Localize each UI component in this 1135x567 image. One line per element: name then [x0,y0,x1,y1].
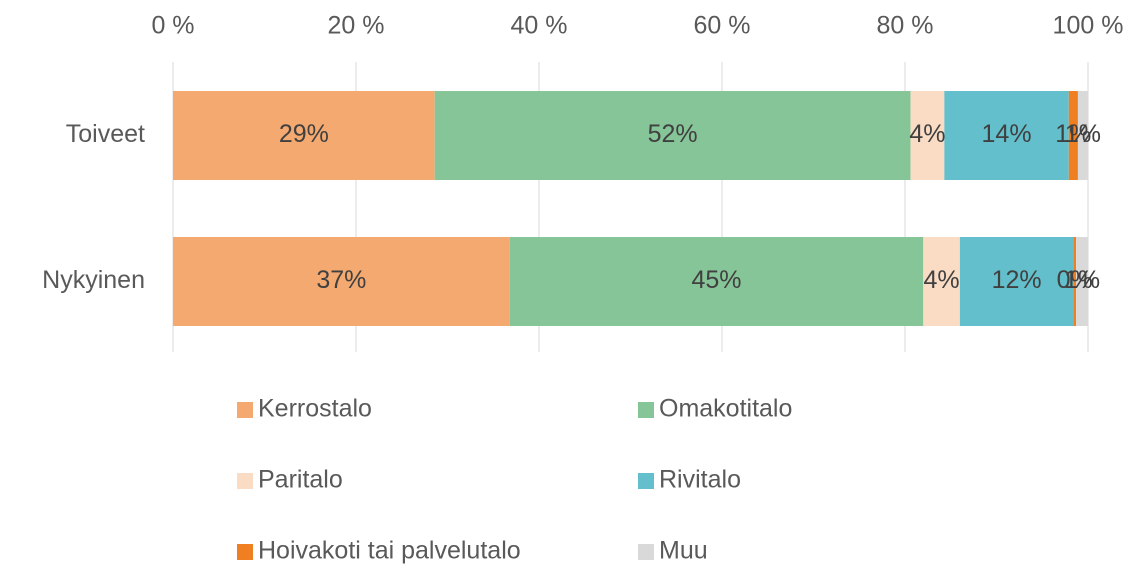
y-tick-label: Nykyinen [42,266,145,294]
bar-segment [1077,91,1088,180]
data-label: 0% [1057,266,1093,294]
bar-segment [959,237,1074,326]
bar-segment [944,91,1069,180]
bar-segment [434,91,911,180]
legend-swatch [237,544,253,560]
bar-segment [923,237,960,326]
data-label: 4% [909,120,945,148]
legend-label: Hoivakoti tai palvelutalo [258,537,521,565]
bar-segment [509,237,924,326]
bar-segment [1068,91,1078,180]
bar-segment [910,91,945,180]
data-label: 29% [279,120,329,148]
x-tick-label: 80 % [877,12,934,40]
data-label: 1% [1064,266,1100,294]
legend-label: Muu [659,537,708,565]
bar-segment [1076,237,1088,326]
x-tick-label: 40 % [511,12,568,40]
data-label: 4% [924,266,960,294]
x-tick-label: 20 % [328,12,385,40]
legend-swatch [638,473,654,489]
y-tick-label: Toiveet [66,120,145,148]
legend-label: Paritalo [258,466,343,494]
data-label: 37% [316,266,366,294]
data-label: 1% [1055,120,1091,148]
legend-label: Omakotitalo [659,395,792,423]
data-label: 14% [982,120,1032,148]
legend-swatch [237,402,253,418]
legend-swatch [638,544,654,560]
bar-segment [1073,237,1077,326]
data-label: 12% [992,266,1042,294]
legend-label: Rivitalo [659,466,741,494]
bar-segment [173,91,435,180]
x-tick-label: 60 % [694,12,751,40]
x-tick-label: 100 % [1053,12,1124,40]
data-label: 1% [1065,120,1101,148]
bar-segment [173,237,510,326]
data-label: 52% [648,120,698,148]
legend-swatch [237,473,253,489]
legend-swatch [638,402,654,418]
legend-label: Kerrostalo [258,395,372,423]
x-tick-label: 0 % [151,12,194,40]
data-label: 45% [691,266,741,294]
